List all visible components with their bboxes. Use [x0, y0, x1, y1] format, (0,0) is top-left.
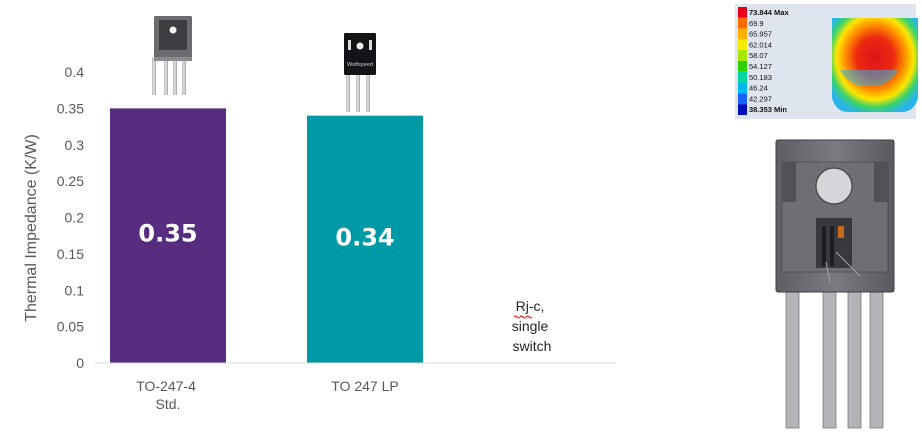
legend-swatch-2 [738, 28, 747, 40]
bars: 0.35 0.34 [110, 108, 423, 364]
category-label-1: TO 247 LP [331, 378, 398, 394]
legend-value-9: 38.353 Min [749, 105, 787, 114]
legend-value-0: 73.844 Max [749, 8, 789, 17]
legend-value-8: 42.297 [749, 94, 772, 103]
bar-data-label-1: 0.34 [335, 223, 394, 251]
legend-swatch-3 [738, 39, 747, 51]
legend-value-3: 62.014 [749, 40, 772, 49]
bar-0 [110, 108, 226, 363]
y-tick-label-2: 0.1 [65, 282, 85, 298]
chart-annotation: Rj-c, single switch [512, 298, 552, 354]
y-tick-label-4: 0.2 [65, 210, 85, 226]
legend-value-5: 54.127 [749, 62, 772, 71]
legend-value-2: 65.957 [749, 30, 772, 39]
category-label-0: TO-247-4 Std. [136, 378, 200, 412]
y-tick-label-7: 0.35 [57, 100, 84, 116]
legend-swatch-1 [738, 17, 747, 29]
y-tick-label-6: 0.3 [65, 137, 85, 153]
legend-value-6: 50.183 [749, 73, 772, 82]
legend-swatch-5 [738, 61, 747, 72]
legend-swatch-8 [738, 93, 747, 105]
spellcheck-underline [513, 315, 533, 319]
y-tick-label-3: 0.15 [57, 246, 84, 262]
y-axis-ticks: 0 0.05 0.1 0.15 0.2 0.25 0.3 0.35 0.4 [57, 64, 84, 371]
bar-data-label-0: 0.35 [138, 220, 197, 248]
legend-value-4: 58.07 [749, 51, 768, 60]
y-tick-label-8: 0.4 [65, 64, 85, 80]
to247-lp-package-image: Wolfspeed [344, 33, 376, 112]
wolfspeed-logo: Wolfspeed [347, 62, 373, 68]
y-tick-label-1: 0.05 [57, 319, 84, 335]
bar-1 [307, 115, 423, 364]
legend-swatch-0 [738, 7, 747, 18]
legend-value-7: 46.24 [749, 84, 768, 93]
legend-swatch-7 [738, 82, 747, 94]
y-axis-label: Thermal Impedance (K/W) [23, 134, 40, 322]
to247-4-package-image [152, 16, 192, 95]
package-cad-image [775, 139, 895, 429]
y-tick-label-0: 0 [76, 355, 84, 371]
legend-swatch-4 [738, 50, 747, 61]
legend-swatch-9 [738, 104, 747, 115]
legend-swatch-6 [738, 71, 747, 83]
y-tick-label-5: 0.25 [57, 173, 84, 189]
legend-value-1: 69.9 [749, 19, 764, 28]
